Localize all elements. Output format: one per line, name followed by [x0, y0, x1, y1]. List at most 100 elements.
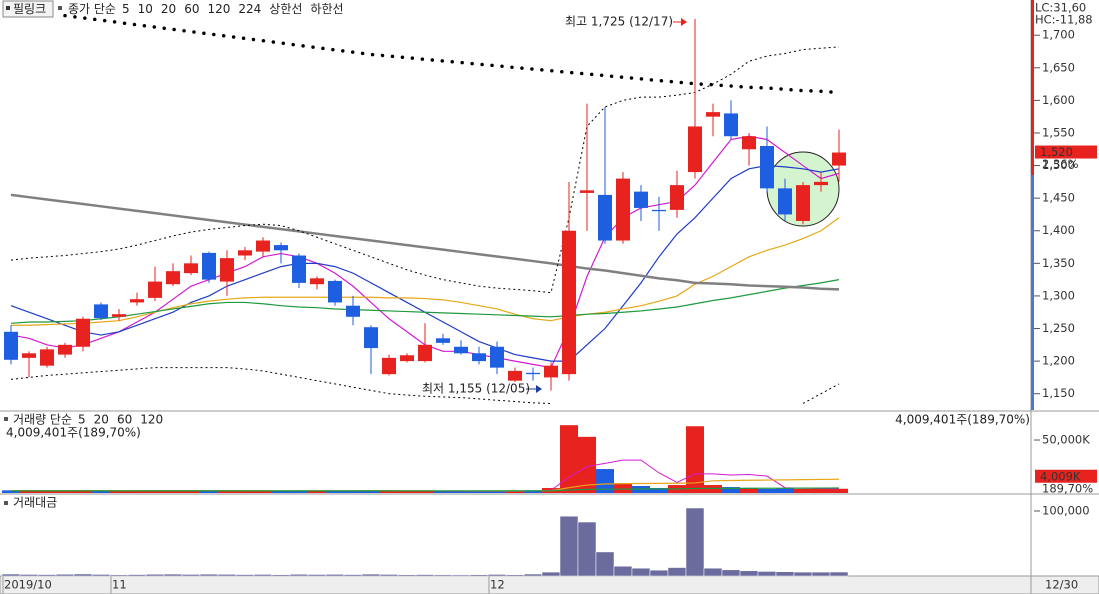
last-change-label: 2,36%	[1042, 157, 1079, 171]
bar	[685, 507, 705, 577]
bar	[631, 567, 651, 577]
y-tick-label: 50,000K	[1042, 433, 1090, 447]
y-tick-label: 1,300	[1042, 288, 1075, 302]
legend-entry[interactable]: 120	[140, 413, 163, 427]
candle-body	[22, 353, 36, 358]
legend-entry[interactable]: 하한선	[310, 2, 343, 16]
bar	[145, 574, 165, 577]
candle-body	[256, 240, 270, 252]
candle-body	[796, 185, 810, 221]
bar	[1, 573, 21, 577]
ma-line	[11, 217, 840, 326]
candle-body	[76, 318, 90, 347]
y-tick-label: 1,200	[1042, 354, 1075, 368]
candle-body	[814, 181, 828, 186]
legend-entry[interactable]: 5	[78, 413, 86, 427]
candle-body	[598, 194, 612, 241]
legend-entry[interactable]: 상한선	[269, 2, 302, 16]
bar	[326, 490, 344, 493]
bar	[524, 490, 542, 493]
annotation-arrow-head	[681, 18, 687, 26]
legend-entry[interactable]: 224	[238, 2, 261, 16]
last-price-box	[1035, 145, 1097, 159]
candle-body	[58, 344, 72, 355]
bar	[253, 574, 273, 577]
bar	[307, 574, 327, 577]
bar	[163, 573, 183, 577]
ma-line	[10, 46, 840, 294]
bar	[776, 488, 794, 493]
high-annotation: 최고 1,725 (12/17)	[565, 15, 673, 29]
legend-title: 거래량 단순	[13, 413, 72, 427]
bar	[757, 571, 777, 577]
bar	[361, 573, 381, 577]
bar	[595, 551, 615, 577]
candle-body	[616, 178, 630, 241]
legend-entry[interactable]: 60	[184, 2, 199, 16]
bar	[523, 573, 543, 577]
date-bar	[0, 575, 1099, 594]
y-tick-label: 1,250	[1042, 321, 1075, 335]
bar	[218, 490, 236, 493]
candle-body	[472, 353, 486, 362]
candle-body	[760, 146, 774, 189]
candle-body	[238, 250, 252, 256]
bar	[344, 491, 362, 493]
bar	[740, 488, 758, 493]
bar	[254, 490, 272, 493]
candle-body	[544, 365, 558, 378]
bar	[434, 491, 452, 493]
legend-entry[interactable]: 60	[117, 413, 132, 427]
candle-body	[310, 278, 324, 285]
bar	[397, 574, 417, 577]
low-annotation: 최저 1,155 (12/05)	[422, 382, 530, 396]
legend-entry[interactable]: 20	[161, 2, 176, 16]
bar	[325, 574, 345, 577]
bar	[452, 491, 470, 493]
bar	[829, 571, 849, 577]
hc-label: HC:-11,88	[1035, 13, 1093, 27]
x-tick-label: 11	[112, 578, 127, 592]
bar	[433, 574, 453, 577]
bar	[2, 490, 20, 493]
bar	[703, 567, 723, 577]
legend-entry[interactable]: 120	[207, 2, 230, 16]
bar	[469, 574, 489, 577]
axis-highlight	[1031, 0, 1034, 175]
bar	[541, 571, 561, 577]
bar	[37, 574, 57, 577]
candle-body	[202, 252, 216, 280]
legend-entry[interactable]: 10	[138, 2, 153, 16]
candle-body	[166, 271, 180, 285]
toolbar-button-label[interactable]: 필링크	[13, 2, 46, 16]
axis-highlight	[1031, 175, 1034, 410]
bar	[649, 569, 669, 577]
toolbar-button[interactable]	[2, 0, 54, 18]
y-tick-label: 1,600	[1042, 93, 1075, 107]
last-price-label: 1,520	[1040, 145, 1073, 159]
bar	[667, 567, 687, 577]
bar	[596, 469, 614, 493]
annotation-arrow-head	[536, 385, 542, 393]
bar	[487, 574, 507, 577]
candle-body	[508, 370, 522, 381]
bar	[559, 515, 579, 577]
ma-line	[11, 487, 840, 492]
bar	[289, 574, 309, 577]
bar	[181, 574, 201, 577]
y-tick-label: 1,450	[1042, 191, 1075, 205]
legend-entry[interactable]: 20	[94, 413, 109, 427]
bar	[91, 574, 111, 577]
legend-entry[interactable]: 5	[122, 2, 130, 16]
value-panel-title: 거래대금	[13, 496, 57, 510]
candle-body	[346, 305, 360, 317]
bar	[308, 490, 326, 493]
bar	[613, 565, 633, 577]
candle-body	[418, 344, 432, 362]
y-tick-label: 1,350	[1042, 256, 1075, 270]
volume-summary-right: 4,009,401주(189,70%)	[895, 413, 1030, 427]
bar	[290, 490, 308, 493]
bar	[488, 490, 506, 493]
bar	[505, 574, 525, 577]
